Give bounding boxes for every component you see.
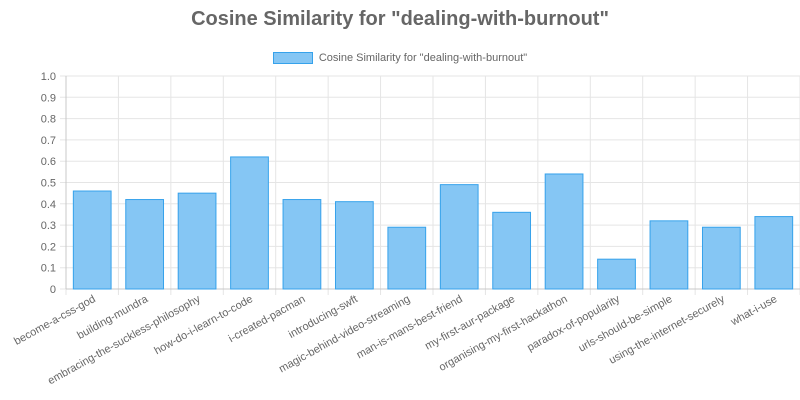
- y-tick-label: 0.8: [41, 114, 56, 126]
- bar: [387, 226, 427, 290]
- y-tick-label: 0.2: [41, 241, 56, 253]
- y-tick-label: 0.4: [41, 199, 56, 211]
- bar: [754, 216, 794, 290]
- y-tick-label: 0.7: [41, 135, 56, 147]
- x-tick-label: paradox-of-popularity: [525, 293, 622, 354]
- legend[interactable]: Cosine Similarity for "dealing-with-burn…: [0, 52, 800, 65]
- x-tick-label: what-i-use: [728, 293, 779, 329]
- bar: [701, 226, 741, 290]
- y-tick-label: 0.3: [41, 220, 56, 232]
- y-tick-label: 0: [50, 284, 56, 296]
- y-tick-label: 1.0: [41, 71, 56, 83]
- bar: [492, 211, 532, 290]
- x-tick-label: my-first-aur-package: [423, 293, 517, 352]
- y-tick-label: 0.6: [41, 156, 56, 168]
- bar: [544, 173, 584, 290]
- bar: [125, 199, 165, 290]
- y-tick-label: 0.5: [41, 178, 56, 190]
- bar: [282, 199, 322, 290]
- bar: [334, 201, 374, 290]
- bar: [649, 220, 689, 290]
- legend-swatch: [272, 52, 313, 65]
- bar: [177, 192, 217, 290]
- bar: [439, 184, 479, 290]
- legend-label: Cosine Similarity for "dealing-with-burn…: [318, 52, 528, 65]
- y-tick-label: 0.9: [41, 92, 56, 104]
- x-tick-label: how-do-i-learn-to-code: [152, 293, 255, 357]
- y-tick-label: 0.1: [41, 263, 56, 275]
- bar: [230, 156, 269, 290]
- chart-title: Cosine Similarity for "dealing-with-burn…: [191, 8, 609, 30]
- bar: [597, 258, 636, 290]
- bar: [72, 190, 112, 290]
